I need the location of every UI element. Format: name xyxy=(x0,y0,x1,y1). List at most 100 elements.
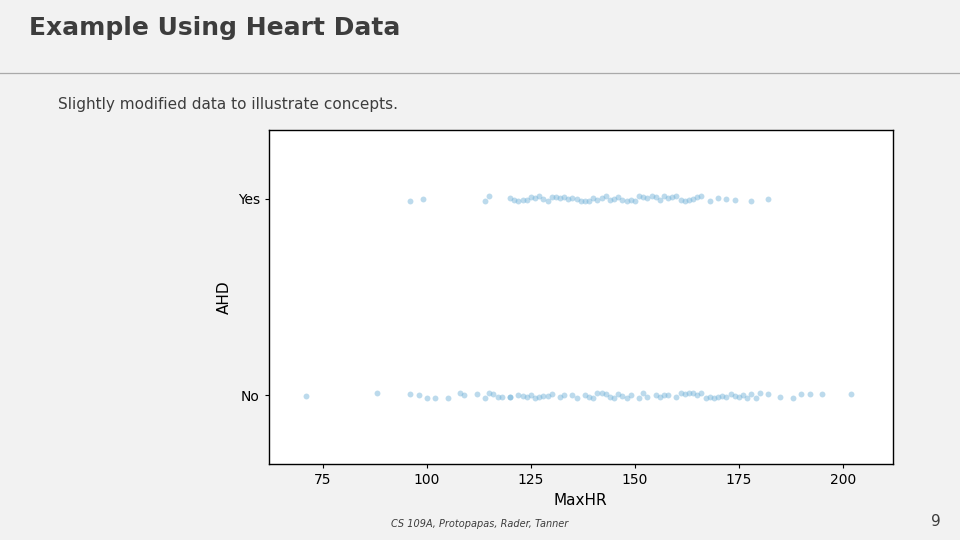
Point xyxy=(682,196,697,205)
Point xyxy=(648,390,663,399)
Point xyxy=(607,195,622,204)
Point xyxy=(648,192,663,201)
Point xyxy=(623,195,638,204)
Point xyxy=(844,389,859,398)
Point xyxy=(440,394,455,402)
Point xyxy=(582,393,597,402)
Point xyxy=(532,393,547,401)
Point xyxy=(660,194,676,202)
Text: Slightly modified data to illustrate concepts.: Slightly modified data to illustrate con… xyxy=(58,97,397,112)
Point xyxy=(411,390,426,399)
Point xyxy=(569,194,585,203)
Point xyxy=(586,394,601,402)
Point xyxy=(652,392,667,401)
Point xyxy=(814,390,829,399)
Point xyxy=(744,197,759,205)
Point xyxy=(623,391,638,400)
Point xyxy=(490,393,505,402)
Point xyxy=(657,391,672,400)
Point xyxy=(544,193,560,201)
Point xyxy=(557,193,572,201)
Point xyxy=(727,392,742,401)
Point xyxy=(502,392,517,401)
Point xyxy=(714,392,730,401)
Point xyxy=(602,195,617,204)
Point xyxy=(577,197,592,205)
Point xyxy=(515,392,530,400)
Point xyxy=(523,390,539,399)
Point xyxy=(652,196,667,205)
Point xyxy=(515,195,530,204)
Point xyxy=(639,193,655,202)
Point xyxy=(415,195,430,204)
Point xyxy=(802,390,817,399)
Point xyxy=(548,193,564,201)
Point xyxy=(589,195,605,204)
Point xyxy=(564,194,580,202)
Point xyxy=(611,390,626,399)
Point xyxy=(602,392,617,401)
Point xyxy=(527,193,542,202)
Point xyxy=(402,197,418,205)
Point xyxy=(694,389,709,397)
Point xyxy=(619,197,635,205)
Point xyxy=(594,194,610,203)
Point xyxy=(710,392,726,401)
Point xyxy=(598,389,613,398)
Point xyxy=(594,388,610,397)
Point xyxy=(710,194,726,203)
Point xyxy=(760,195,776,204)
Point xyxy=(698,394,713,402)
Point xyxy=(707,394,722,402)
Point xyxy=(502,193,517,202)
Text: CS 109A, Protopapas, Rader, Tanner: CS 109A, Protopapas, Rader, Tanner xyxy=(392,519,568,529)
Point xyxy=(644,192,660,201)
Point xyxy=(669,192,684,200)
Point xyxy=(627,196,642,205)
Point xyxy=(682,389,697,397)
Point xyxy=(677,389,692,398)
Point xyxy=(507,195,522,204)
Point xyxy=(636,389,651,397)
Point xyxy=(619,393,635,402)
Y-axis label: AHD: AHD xyxy=(217,280,232,314)
Point xyxy=(589,388,605,397)
Point xyxy=(794,389,809,398)
Point xyxy=(636,192,651,201)
Point xyxy=(611,193,626,201)
Point xyxy=(482,388,497,397)
Point xyxy=(582,197,597,206)
Point xyxy=(299,392,314,401)
Point xyxy=(664,192,680,201)
Point xyxy=(452,389,468,397)
Point xyxy=(719,195,734,204)
Point xyxy=(569,394,585,402)
Point xyxy=(586,193,601,202)
Point xyxy=(785,394,801,403)
Point xyxy=(457,390,472,399)
Text: Example Using Heart Data: Example Using Heart Data xyxy=(29,16,400,40)
Point xyxy=(673,388,688,397)
Point xyxy=(639,393,655,401)
Point xyxy=(511,197,526,205)
Point xyxy=(552,393,567,402)
Point xyxy=(614,196,630,205)
Point xyxy=(477,197,492,205)
Point xyxy=(719,393,734,401)
Point xyxy=(732,393,747,401)
Point xyxy=(632,394,647,402)
Point xyxy=(744,389,759,398)
Point xyxy=(519,195,535,204)
Point xyxy=(735,391,751,400)
Point xyxy=(564,390,580,399)
Point xyxy=(760,389,776,398)
Point xyxy=(486,389,501,398)
Point xyxy=(557,391,572,400)
Point xyxy=(544,389,560,398)
Point xyxy=(502,393,517,402)
Point xyxy=(694,192,709,201)
Point xyxy=(632,192,647,200)
Text: 9: 9 xyxy=(931,514,941,529)
Point xyxy=(577,390,592,399)
Point xyxy=(689,390,705,399)
